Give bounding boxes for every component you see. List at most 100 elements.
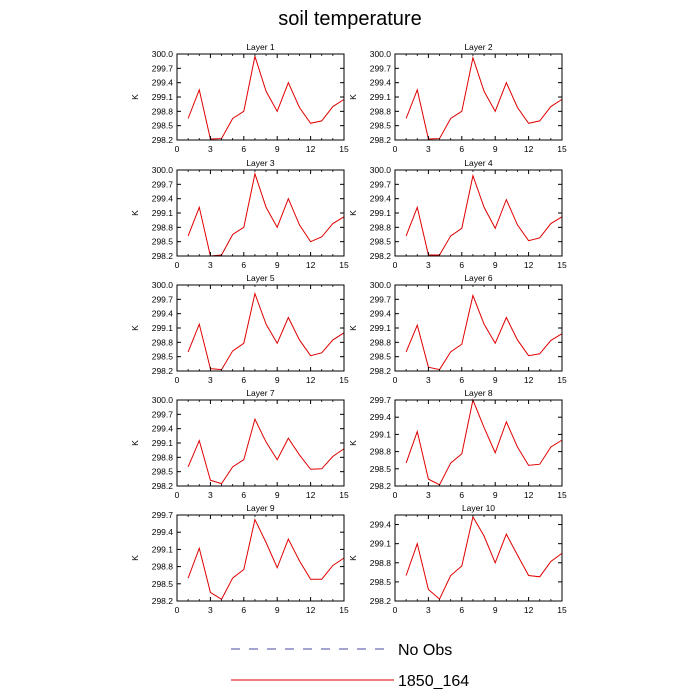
- x-tick-label: 0: [393, 144, 398, 154]
- series-line-1850-164: [405, 173, 563, 256]
- y-tick-label: 300.0: [152, 280, 174, 290]
- x-tick-label: 12: [306, 144, 316, 154]
- panel-title: Layer 7: [246, 388, 275, 398]
- y-tick-label: 299.1: [370, 323, 392, 333]
- y-tick-label: 298.8: [370, 222, 392, 232]
- series-line-1850-164: [405, 293, 563, 371]
- y-axis-label: K: [348, 440, 358, 446]
- x-tick-label: 6: [459, 605, 464, 615]
- x-tick-label: 15: [339, 375, 349, 385]
- y-tick-label: 298.5: [370, 464, 392, 474]
- x-tick-label: 12: [524, 375, 534, 385]
- plot-frame: [394, 514, 563, 602]
- series-line-1850-164: [405, 55, 563, 140]
- x-tick-label: 15: [557, 375, 567, 385]
- panel-title: Layer 4: [464, 158, 493, 168]
- x-tick-label: 15: [557, 605, 567, 615]
- x-tick-label: 3: [426, 375, 431, 385]
- panel-layer-2: Layer 2 K 0 3 6 9 12 15 298.2 298.5 298.8 299.1 299.…: [348, 42, 567, 154]
- y-tick-label: 298.5: [370, 237, 392, 247]
- x-tick-label: 12: [524, 490, 534, 500]
- y-tick-label: 299.4: [152, 424, 174, 434]
- x-tick-label: 15: [557, 260, 567, 270]
- panel-layer-10: Layer 10 K 0 3 6 9 12 15 298.2 298.5 298.8 299.1 299…: [348, 503, 567, 615]
- x-tick-label: 0: [175, 260, 180, 270]
- y-axis-label: K: [130, 210, 140, 216]
- x-tick-label: 12: [306, 260, 316, 270]
- y-axis-label: K: [130, 440, 140, 446]
- y-tick-label: 299.7: [152, 63, 174, 73]
- y-axis-label: K: [348, 94, 358, 100]
- y-tick-label: 298.8: [152, 562, 174, 572]
- y-tick-label: 300.0: [370, 165, 392, 175]
- series-line-1850-164: [405, 398, 563, 486]
- y-axis-label: K: [348, 210, 358, 216]
- x-tick-label: 3: [426, 260, 431, 270]
- y-tick-label: 299.1: [152, 544, 174, 554]
- panel-title: Layer 1: [246, 42, 275, 52]
- y-tick-label: 298.8: [370, 558, 392, 568]
- y-tick-label: 298.2: [370, 481, 392, 491]
- plot-frame: [394, 399, 563, 487]
- legend-no-obs-label: No Obs: [398, 642, 452, 659]
- y-tick-label: 299.1: [370, 208, 392, 218]
- y-tick-label: 299.4: [152, 527, 174, 537]
- x-tick-label: 12: [306, 490, 316, 500]
- panel-title: Layer 2: [464, 42, 493, 52]
- y-tick-label: 298.5: [370, 352, 392, 362]
- x-tick-label: 0: [175, 375, 180, 385]
- y-tick-label: 298.2: [370, 596, 392, 606]
- x-tick-label: 12: [306, 375, 316, 385]
- x-tick-label: 15: [339, 260, 349, 270]
- x-tick-label: 9: [493, 375, 498, 385]
- y-tick-label: 298.5: [370, 121, 392, 131]
- x-tick-label: 3: [208, 260, 213, 270]
- panel-title: Layer 6: [464, 273, 493, 283]
- x-tick-label: 6: [459, 490, 464, 500]
- x-tick-label: 6: [241, 490, 246, 500]
- series-line-1850-164: [405, 515, 563, 600]
- series-line-1850-164: [187, 54, 345, 140]
- y-tick-label: 298.8: [370, 106, 392, 116]
- x-tick-label: 0: [175, 490, 180, 500]
- series-line-1850-164: [187, 291, 345, 371]
- y-tick-label: 298.8: [152, 222, 174, 232]
- x-tick-label: 15: [339, 490, 349, 500]
- y-axis-label: K: [130, 325, 140, 331]
- y-axis-label: K: [130, 94, 140, 100]
- y-axis-label: K: [348, 555, 358, 561]
- y-tick-label: 298.8: [152, 337, 174, 347]
- x-tick-label: 9: [275, 260, 280, 270]
- x-tick-label: 3: [426, 605, 431, 615]
- x-tick-label: 0: [393, 490, 398, 500]
- y-tick-label: 299.1: [370, 92, 392, 102]
- x-tick-label: 3: [208, 490, 213, 500]
- x-tick-label: 9: [493, 605, 498, 615]
- y-tick-label: 299.4: [152, 309, 174, 319]
- y-tick-label: 298.5: [370, 577, 392, 587]
- panel-layer-6: Layer 6 K 0 3 6 9 12 15 298.2 298.5 298.8 299.1 299.…: [348, 273, 567, 385]
- x-tick-label: 0: [175, 605, 180, 615]
- x-tick-label: 15: [339, 605, 349, 615]
- y-tick-label: 299.1: [152, 208, 174, 218]
- x-tick-label: 9: [275, 605, 280, 615]
- chart-title: soil temperature: [278, 8, 422, 30]
- y-tick-label: 298.5: [152, 467, 174, 477]
- y-tick-label: 299.1: [152, 438, 174, 448]
- x-tick-label: 9: [275, 144, 280, 154]
- y-tick-label: 298.2: [152, 481, 174, 491]
- panel-title: Layer 5: [246, 273, 275, 283]
- panel-title: Layer 9: [246, 503, 275, 513]
- x-tick-label: 3: [426, 490, 431, 500]
- y-tick-label: 298.2: [152, 251, 174, 261]
- x-tick-label: 6: [459, 375, 464, 385]
- x-tick-label: 9: [493, 260, 498, 270]
- y-tick-label: 298.5: [152, 237, 174, 247]
- x-tick-label: 9: [493, 490, 498, 500]
- y-tick-label: 298.8: [152, 106, 174, 116]
- y-tick-label: 300.0: [370, 280, 392, 290]
- x-tick-label: 3: [208, 375, 213, 385]
- x-tick-label: 12: [306, 605, 316, 615]
- panel-title: Layer 3: [246, 158, 275, 168]
- y-tick-label: 299.7: [152, 294, 174, 304]
